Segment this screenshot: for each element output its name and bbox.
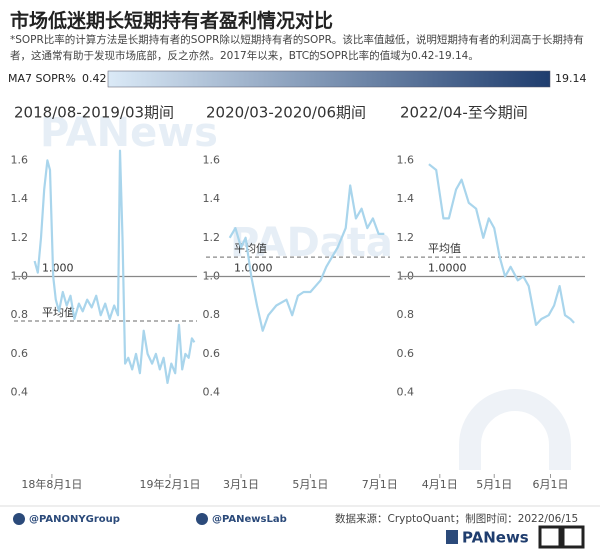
- x-tick-label: 3月1日: [223, 478, 259, 491]
- data-line: [33, 149, 196, 384]
- y-tick-label: 1.2: [203, 231, 221, 244]
- y-tick-label: 0.8: [397, 308, 415, 321]
- colorbar-label: MA7 SOPR%: [8, 72, 76, 85]
- x-tick-label: 5月1日: [476, 478, 512, 491]
- data-line: [428, 163, 575, 326]
- panel-title: 2018/08-2019/03期间: [14, 104, 174, 122]
- y-tick-label: 0.4: [11, 386, 29, 399]
- reference-label: 平均值: [42, 306, 75, 319]
- page-subtitle: *SOPR比率的计算方法是长期持有者的SOPR除以短期持有者的SOPR。该比率值…: [10, 34, 584, 62]
- x-tick-label: 19年2月1日: [140, 477, 201, 491]
- watermark: PAData: [230, 220, 393, 266]
- watermark: PANews: [40, 110, 218, 156]
- reference-label: 1.0000: [234, 261, 273, 274]
- colorbar: [107, 70, 551, 88]
- x-tick-label: 4月1日: [422, 478, 458, 491]
- twitter-icon: [13, 513, 25, 525]
- y-tick-label: 0.8: [11, 308, 29, 321]
- facebook-icon: [196, 513, 208, 525]
- data-line: [228, 184, 385, 332]
- footer-source: 数据来源：CryptoQuant；制图时间：2022/06/15: [335, 512, 578, 525]
- page-title: 市场低迷期长短期持有者盈利情况对比: [10, 10, 334, 32]
- reference-label: 1.0000: [428, 261, 467, 274]
- y-tick-label: 0.6: [203, 347, 221, 360]
- y-tick-label: 1.6: [397, 153, 415, 166]
- reference-label: 平均值: [234, 242, 267, 255]
- qr-code: [538, 525, 562, 549]
- y-tick-label: 1.6: [203, 153, 221, 166]
- x-tick-label: 7月1日: [362, 478, 398, 491]
- colorbar-min: 0.42: [82, 72, 107, 85]
- x-tick-label: 6月1日: [533, 478, 569, 491]
- x-tick-label: 18年8月1日: [21, 477, 82, 491]
- footer-logo: PANews: [462, 529, 529, 547]
- y-tick-label: 1.2: [397, 231, 415, 244]
- qr-code: [561, 525, 585, 549]
- x-tick-label: 5月1日: [292, 478, 328, 491]
- footer-facebook: @PANewsLab: [212, 514, 287, 525]
- colorbar-max: 19.14: [555, 72, 587, 85]
- y-tick-label: 0.8: [203, 308, 221, 321]
- y-tick-label: 1.4: [203, 192, 221, 205]
- y-tick-label: 0.6: [397, 347, 415, 360]
- y-tick-label: 1.6: [11, 153, 29, 166]
- watermark-logo: [459, 389, 571, 470]
- y-tick-label: 0.6: [11, 347, 29, 360]
- y-tick-label: 1.2: [11, 231, 29, 244]
- y-tick-label: 0.4: [203, 386, 221, 399]
- logo-mark: [446, 530, 458, 544]
- footer-twitter: @PANONYGroup: [29, 514, 120, 525]
- reference-label: 平均值: [428, 242, 461, 255]
- panel-title: 2020/03-2020/06期间: [206, 104, 366, 122]
- y-tick-label: 0.4: [397, 386, 415, 399]
- panel-title: 2022/04-至今期间: [400, 104, 528, 122]
- y-tick-label: 1.4: [397, 192, 415, 205]
- y-tick-label: 1.4: [11, 192, 29, 205]
- reference-label: 1.000: [42, 261, 74, 274]
